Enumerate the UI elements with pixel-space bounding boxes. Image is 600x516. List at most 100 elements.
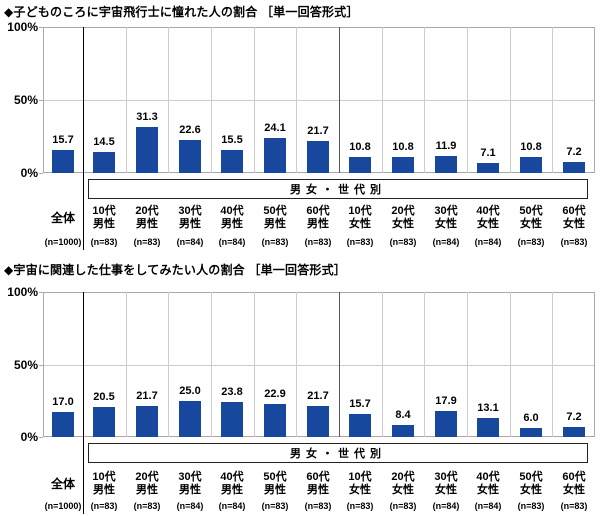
category-label-line: 10代 [92, 205, 116, 217]
gridline-50pct [44, 100, 594, 101]
bar-value-label: 24.1 [264, 122, 286, 134]
category-label-line: 20代 [391, 205, 415, 217]
category-label-line: 女性 [520, 484, 542, 496]
column-gridline [510, 292, 511, 437]
bar [307, 406, 329, 437]
category-label-line: 50代 [519, 205, 543, 217]
category-label-line: 30代 [434, 471, 458, 483]
category-label-line: 男性 [307, 484, 329, 496]
bar [264, 138, 286, 173]
category-label-line: 男性 [93, 218, 115, 230]
category-label-line: 男性 [93, 484, 115, 496]
category-label-line: 10代 [348, 205, 372, 217]
bar-value-label: 15.5 [221, 134, 243, 146]
category-label-line: 男性 [136, 218, 158, 230]
column-gridline [424, 27, 425, 173]
category-label-line: 全体 [50, 210, 75, 225]
bar [179, 140, 201, 173]
sample-size-label: (n=84) [176, 501, 204, 511]
bar [520, 428, 542, 437]
column-gridline [126, 292, 127, 437]
sample-size-label: (n=83) [389, 501, 417, 511]
sample-size-label: (n=84) [176, 237, 204, 247]
group-box-label: 男女・世代別 [290, 184, 386, 196]
bar [52, 150, 74, 173]
sample-size-label: (n=84) [432, 501, 460, 511]
category-label: 全体 [37, 203, 89, 233]
bar [349, 157, 371, 173]
category-label: 50代 女性 [505, 469, 557, 499]
category-label-line: 50代 [263, 471, 287, 483]
sample-size-label: (n=84) [474, 501, 502, 511]
bar-value-label: 6.0 [523, 412, 539, 424]
column-gridline [168, 292, 169, 437]
category-label-line: 20代 [391, 471, 415, 483]
category-label: 10代 男性 [78, 203, 130, 233]
bar-value-label: 15.7 [349, 398, 371, 410]
column-gridline [254, 27, 255, 173]
category-label-line: 女性 [477, 218, 499, 230]
bar [136, 127, 158, 173]
bar [435, 411, 457, 437]
sample-size-label: (n=83) [261, 237, 289, 247]
bar [93, 152, 115, 173]
bar-value-label: 11.9 [435, 140, 457, 152]
category-label: 60代 女性 [548, 203, 600, 233]
category-label-line: 男性 [136, 484, 158, 496]
category-label-line: 40代 [476, 471, 500, 483]
category-label: 50代 女性 [505, 203, 557, 233]
column-gridline [382, 27, 383, 173]
bar [179, 401, 201, 437]
category-label-line: 40代 [220, 471, 244, 483]
bar-value-label: 20.5 [93, 391, 115, 403]
category-label-line: 30代 [178, 471, 202, 483]
bar-value-label: 31.3 [136, 111, 158, 123]
category-label: 20代 男性 [121, 469, 173, 499]
category-label: 20代 女性 [377, 203, 429, 233]
category-label-line: 女性 [477, 484, 499, 496]
category-label: 20代 男性 [121, 203, 173, 233]
column-gridline [211, 292, 212, 437]
category-label-line: 30代 [178, 205, 202, 217]
category-label-line: 60代 [562, 205, 586, 217]
bar-value-label: 10.8 [349, 141, 371, 153]
sample-size-label: (n=83) [304, 501, 332, 511]
bar-value-label: 17.0 [52, 396, 74, 408]
bar [221, 150, 243, 173]
bar [52, 412, 74, 437]
bar [221, 402, 243, 437]
bar [349, 414, 371, 437]
y-axis-tick-label: 0% [20, 166, 38, 180]
category-label-line: 男性 [179, 484, 201, 496]
bar [563, 162, 585, 173]
bar [392, 425, 414, 437]
category-label: 10代 女性 [334, 469, 386, 499]
column-gridline [552, 27, 553, 173]
bar [392, 157, 414, 173]
sample-size-label: (n=83) [133, 237, 161, 247]
sample-size-label: (n=1000) [44, 237, 82, 247]
bar-value-label: 14.5 [93, 136, 115, 148]
column-gridline [296, 292, 297, 437]
column-gridline [510, 27, 511, 173]
category-label-line: 30代 [434, 205, 458, 217]
sample-size-label: (n=1000) [44, 501, 82, 511]
bar-value-label: 22.9 [264, 388, 286, 400]
category-label-line: 女性 [392, 218, 414, 230]
category-label: 40代 女性 [462, 203, 514, 233]
category-label-line: 男性 [264, 484, 286, 496]
sample-size-label: (n=84) [218, 501, 246, 511]
category-label-line: 50代 [519, 471, 543, 483]
category-label-line: 40代 [476, 205, 500, 217]
sample-size-label: (n=83) [517, 237, 545, 247]
y-axis-tick-label: 0% [20, 430, 38, 444]
category-label-line: 女性 [349, 218, 371, 230]
bar-value-label: 15.7 [52, 134, 74, 146]
bar-value-label: 21.7 [307, 125, 329, 137]
category-label-line: 女性 [435, 218, 457, 230]
bar-value-label: 10.8 [520, 141, 542, 153]
bar [563, 427, 585, 437]
sample-size-label: (n=83) [261, 501, 289, 511]
bar [264, 404, 286, 437]
